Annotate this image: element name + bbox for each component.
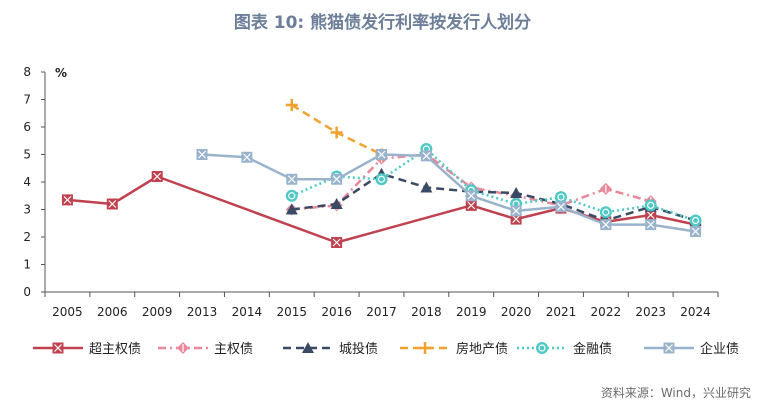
y-tick-label: 7 <box>23 93 31 107</box>
legend-label: 企业债 <box>700 341 739 357</box>
x-tick-label: 2022 <box>591 305 622 319</box>
data-point <box>285 99 298 111</box>
legend-item: 超主权债 <box>33 341 141 357</box>
data-point <box>465 199 477 211</box>
x-tick-label: 2016 <box>321 305 352 319</box>
series-line <box>67 175 696 244</box>
x-tick-label: 2005 <box>52 305 83 319</box>
data-point <box>52 342 64 354</box>
data-point <box>555 201 567 213</box>
legend-item: 主权债 <box>158 341 253 357</box>
x-tick-label: 2023 <box>635 305 666 319</box>
data-point <box>241 151 253 163</box>
data-point <box>286 173 298 185</box>
y-tick-label: 6 <box>23 120 31 134</box>
data-point <box>61 194 73 206</box>
data-point <box>644 199 657 212</box>
chart-title: 图表 10: 熊猫债发行利率按发行人划分 <box>233 13 532 33</box>
data-point <box>420 150 432 162</box>
data-point <box>302 342 314 353</box>
y-tick-label: 3 <box>23 203 31 217</box>
x-tick-label: 2021 <box>546 305 577 319</box>
series-3 <box>285 99 388 161</box>
x-tick-label: 2006 <box>97 305 128 319</box>
x-tick-label: 2018 <box>411 305 442 319</box>
series-line <box>291 172 696 222</box>
data-point <box>599 182 612 195</box>
y-tick-label: 0 <box>23 285 31 299</box>
data-point <box>663 342 675 354</box>
data-point <box>330 198 343 209</box>
series-line <box>291 147 696 222</box>
data-point <box>151 171 163 182</box>
x-tick-label: 2019 <box>456 305 487 319</box>
data-point <box>599 206 612 219</box>
x-tick-label: 2015 <box>276 305 307 319</box>
data-point <box>285 203 298 215</box>
legend-item: 房地产债 <box>400 341 508 357</box>
data-point <box>285 189 298 202</box>
y-axis-unit-label: % <box>55 66 67 80</box>
data-point <box>375 173 388 186</box>
y-tick-label: 5 <box>23 148 31 162</box>
legend-item: 城投债 <box>283 341 378 357</box>
series-layer <box>61 99 702 248</box>
data-point <box>177 342 189 354</box>
data-point <box>420 181 433 193</box>
data-point <box>536 342 548 354</box>
data-point <box>465 190 477 202</box>
series-line <box>201 153 696 233</box>
data-point <box>330 126 343 139</box>
legend-item: 企业债 <box>644 341 739 357</box>
y-tick-label: 4 <box>23 175 31 189</box>
legend-label: 超主权债 <box>89 341 141 357</box>
y-tick-label: 2 <box>23 230 31 244</box>
data-point <box>554 191 567 204</box>
x-tick-label: 2020 <box>501 305 532 319</box>
x-tick-label: 2013 <box>187 305 218 319</box>
source-note: 资料来源：Wind，兴业研究 <box>600 386 751 400</box>
data-point <box>331 173 343 185</box>
legend-label: 房地产债 <box>456 341 508 357</box>
data-point <box>689 214 702 227</box>
series-5 <box>196 149 702 237</box>
legend-label: 金融债 <box>573 341 612 357</box>
legend-label: 主权债 <box>214 341 253 357</box>
data-point <box>510 205 522 217</box>
data-point <box>645 219 657 231</box>
data-point <box>510 187 523 198</box>
data-point <box>331 237 343 248</box>
x-tick-label: 2014 <box>232 305 263 319</box>
data-point <box>106 198 118 210</box>
legend-label: 城投债 <box>339 341 378 357</box>
x-tick-label: 2009 <box>142 305 173 319</box>
data-point <box>419 342 431 354</box>
series-4 <box>285 143 702 227</box>
data-point <box>690 226 702 237</box>
x-tick-label: 2017 <box>366 305 397 319</box>
axes: 0 1 2 3 4 5 6 7 8 % 2005 2006 2009 2013 2014 2015 2016 20… <box>23 65 719 319</box>
data-point <box>196 149 208 160</box>
y-tick-label: 1 <box>23 258 31 272</box>
x-tick-label: 2024 <box>680 305 711 319</box>
legend-item: 金融债 <box>517 341 612 357</box>
data-point <box>376 149 387 160</box>
y-tick-label: 8 <box>23 65 31 79</box>
legend: 超主权债 主权债 城投债 房地产债 金融债 企业债 <box>33 341 739 357</box>
data-point <box>600 219 612 231</box>
